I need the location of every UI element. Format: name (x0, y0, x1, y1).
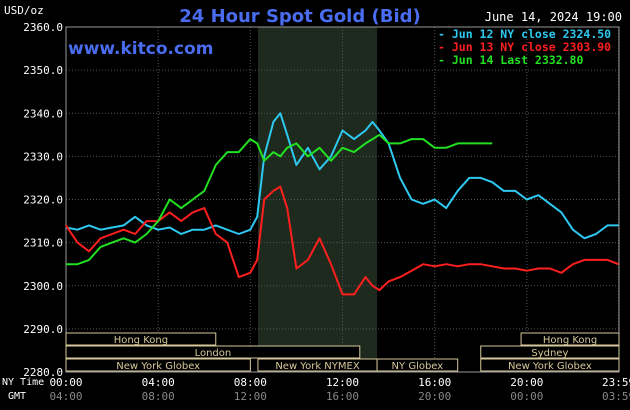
x-tick-label-ny: 04:00 (142, 376, 175, 389)
x-tick-label-ny: 16:00 (418, 376, 451, 389)
session-box (480, 345, 620, 359)
series-line-3 (66, 133, 493, 266)
session-label: New York Globex (116, 361, 200, 372)
x-tick-label-ny: 00:00 (49, 376, 82, 389)
session-bar: Hong Kong (520, 332, 620, 346)
session-label: Hong Kong (543, 335, 597, 346)
series-line-2 (65, 185, 619, 296)
session-box (65, 345, 361, 359)
legend-item-jun13: - Jun 13 NY close 2303.90 (438, 40, 612, 54)
session-bar: Hong Kong (65, 332, 217, 346)
y-tick-label: 2290.0 (23, 323, 63, 336)
session-box (520, 332, 620, 346)
legend-item-jun14: - Jun 14 Last 2332.80 (438, 53, 584, 67)
ny-time-axis-label: NY Time (2, 377, 45, 388)
session-bar: Sydney (480, 345, 620, 359)
x-tick-label-gmt: 08:00 (142, 390, 175, 403)
session-label: London (195, 348, 232, 359)
x-tick-label-gmt: 16:00 (326, 390, 359, 403)
series-line-1 (65, 112, 619, 240)
session-label: New York NYMEX (275, 361, 360, 372)
session-label: Sydney (531, 348, 568, 359)
y-tick-label: 2350.0 (23, 64, 63, 77)
legend-item-jun12: - Jun 12 NY close 2324.50 (438, 27, 612, 41)
x-tick-label-gmt: 00:00 (510, 390, 543, 403)
x-tick-label-gmt: 12:00 (234, 390, 267, 403)
session-bar: New York Globex (65, 358, 251, 372)
y-tick-label: 2310.0 (23, 237, 63, 250)
y-tick-label: 2280.0 (23, 366, 63, 379)
y-tick-label: 2330.0 (23, 150, 63, 163)
x-tick-label-ny: 23:59 (602, 376, 630, 389)
session-bar: New York NYMEX (257, 358, 378, 372)
x-tick-label-ny: 12:00 (326, 376, 359, 389)
y-tick-label: 2320.0 (23, 194, 63, 207)
x-tick-label-ny: 20:00 (510, 376, 543, 389)
legend: - Jun 12 NY close 2324.50 - Jun 13 NY cl… (438, 28, 611, 67)
plot-frame (65, 26, 620, 373)
session-box (65, 358, 251, 372)
session-label: Hong Kong (114, 335, 168, 346)
chart-title: 24 Hour Spot Gold (Bid) (179, 6, 421, 27)
x-tick-label-gmt: 03:59 (602, 390, 630, 403)
session-label: New York Globex (508, 361, 592, 372)
session-box (65, 332, 217, 346)
nymex-highlight (257, 27, 378, 372)
session-bar: NY Globex (376, 358, 459, 372)
chart-date: June 14, 2024 19:00 (484, 10, 622, 24)
session-bar: London (65, 345, 361, 359)
y-tick-label: 2300.0 (23, 280, 63, 293)
session-bar: New York Globex (480, 358, 620, 372)
session-label: NY Globex (392, 361, 444, 372)
website-link[interactable]: www.kitco.com (68, 39, 214, 59)
x-tick-label-ny: 08:00 (234, 376, 267, 389)
y-tick-label: 2340.0 (23, 107, 63, 120)
session-box (376, 358, 459, 372)
x-tick-label-gmt: 04:00 (49, 390, 82, 403)
session-box (480, 358, 620, 372)
y-tick-label: 2360.0 (23, 21, 63, 34)
gmt-axis-label: GMT (8, 391, 27, 402)
units-label: USD/oz (4, 4, 44, 17)
x-tick-label-gmt: 20:00 (418, 390, 451, 403)
